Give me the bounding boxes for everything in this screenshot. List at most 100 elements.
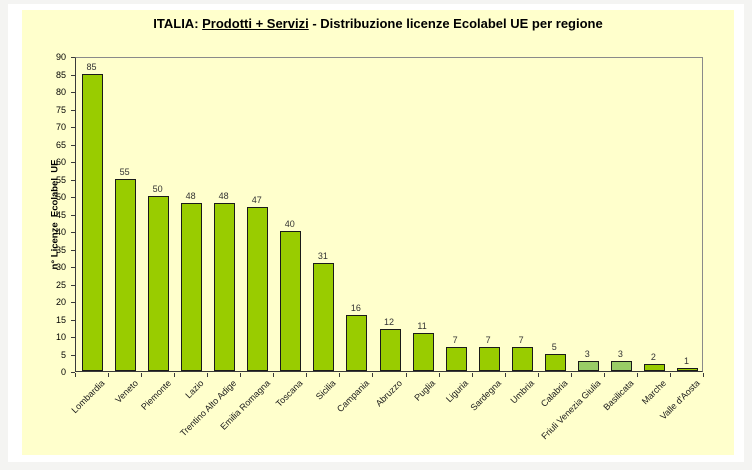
x-tick-mark — [439, 373, 440, 377]
bar-value-label: 5 — [551, 341, 557, 352]
x-tick-mark — [207, 373, 208, 377]
x-category-label: Friuli Venezia Giulia — [539, 378, 603, 442]
bar-abruzzo — [379, 329, 401, 371]
y-tick-mark — [71, 372, 75, 373]
bar-basilicata — [610, 360, 632, 371]
y-tick-label: 80 — [55, 87, 66, 97]
x-tick-mark — [174, 373, 175, 377]
bar-valle-d-aosta — [677, 367, 698, 371]
y-tick-mark — [71, 267, 75, 268]
x-category-label: Liguria — [443, 378, 471, 405]
bar-marche — [643, 364, 665, 371]
x-tick-mark — [538, 373, 539, 377]
x-tick-mark — [372, 373, 373, 377]
y-tick-label: 55 — [55, 174, 66, 185]
y-tick-mark — [71, 109, 75, 111]
y-tick-mark — [71, 354, 75, 356]
x-tick-mark — [339, 373, 340, 377]
y-tick-mark — [71, 197, 75, 198]
x-tick-mark — [703, 373, 704, 377]
bar-value-label: 12 — [383, 317, 394, 327]
bar-emilia-romagna — [247, 206, 269, 371]
chart-title-underlined: Prodotti + Servizi — [202, 16, 309, 31]
chart-background: ITALIA: Prodotti + Servizi - Distribuzio… — [22, 10, 734, 455]
bar-value-label: 3 — [584, 348, 590, 359]
y-tick-mark — [71, 319, 75, 321]
y-tick-mark — [71, 162, 75, 163]
bar-value-label: 85 — [86, 61, 97, 72]
bar-friuli-venezia-giulia — [577, 360, 599, 371]
x-tick-mark — [75, 373, 76, 377]
bar-umbria — [511, 346, 533, 371]
y-tick-mark — [71, 249, 75, 251]
x-tick-mark — [240, 373, 241, 377]
y-tick-mark — [71, 57, 75, 58]
bar-veneto — [115, 178, 137, 371]
chart-title-suffix: - Distribuzione licenze Ecolabel UE per … — [308, 16, 603, 31]
bar-value-label: 48 — [218, 191, 229, 201]
x-category-label: Lombardia — [69, 378, 107, 416]
y-tick-label: 10 — [55, 332, 66, 342]
bar-calabria — [544, 353, 566, 371]
x-tick-mark — [637, 373, 638, 377]
x-category-label: Lazio — [183, 378, 206, 401]
bar-sicilia — [313, 262, 335, 371]
x-category-label: Piemonte — [138, 378, 173, 412]
x-category-label: Sardegna — [468, 378, 504, 413]
bar-value-label: 7 — [485, 334, 491, 345]
x-tick-mark — [472, 373, 473, 377]
y-tick-label: 40 — [55, 227, 66, 237]
y-tick-label: 45 — [55, 209, 66, 220]
bar-value-label: 7 — [452, 334, 458, 345]
plot-area — [75, 57, 703, 372]
x-category-label: Marche — [640, 378, 669, 407]
y-tick-mark — [71, 92, 75, 93]
bar-sardegna — [478, 346, 500, 371]
y-tick-label: 70 — [55, 122, 66, 132]
bar-value-label: 47 — [251, 194, 262, 205]
y-tick-label: 5 — [60, 349, 66, 360]
y-tick-label: 60 — [55, 157, 66, 167]
y-tick-mark — [71, 337, 75, 338]
x-tick-mark — [670, 373, 671, 377]
y-tick-label: 20 — [55, 297, 66, 307]
bar-value-label: 50 — [152, 184, 163, 194]
chart-card: ITALIA: Prodotti + Servizi - Distribuzio… — [8, 4, 744, 462]
y-tick-mark — [71, 302, 75, 303]
y-tick-label: 85 — [55, 69, 66, 80]
y-tick-mark — [71, 127, 75, 128]
bar-value-label: 16 — [350, 303, 361, 313]
y-tick-mark — [71, 144, 75, 146]
x-category-label: Umbria — [508, 378, 537, 406]
x-tick-mark — [306, 373, 307, 377]
y-tick-label: 15 — [55, 314, 66, 325]
x-tick-mark — [571, 373, 572, 377]
y-tick-label: 90 — [55, 52, 66, 62]
x-category-label: Calabria — [538, 378, 570, 409]
bar-value-label: 31 — [317, 250, 328, 261]
x-tick-mark — [406, 373, 407, 377]
x-category-label: Toscana — [274, 378, 305, 409]
x-category-label: Basilicata — [601, 378, 636, 413]
x-tick-mark — [141, 373, 142, 377]
bar-trentino-alto-adige — [214, 203, 236, 371]
bar-value-label: 48 — [185, 191, 196, 201]
bar-value-label: 55 — [119, 166, 130, 177]
y-tick-label: 30 — [55, 262, 66, 272]
y-tick-mark — [71, 284, 75, 286]
bar-value-label: 7 — [518, 334, 524, 345]
chart-title-prefix: ITALIA: — [153, 16, 203, 31]
x-tick-mark — [273, 373, 274, 377]
x-category-label: Campania — [334, 378, 371, 415]
y-tick-label: 50 — [55, 192, 66, 202]
y-tick-label: 0 — [60, 367, 66, 377]
bar-value-label: 3 — [617, 348, 623, 359]
bar-value-label: 2 — [650, 352, 656, 362]
bar-lombardia — [82, 73, 103, 371]
bar-value-label: 40 — [284, 219, 295, 229]
bar-liguria — [445, 346, 467, 371]
chart-title: ITALIA: Prodotti + Servizi - Distribuzio… — [22, 16, 734, 31]
bar-toscana — [280, 231, 302, 371]
x-category-label: Abruzzo — [373, 378, 405, 409]
y-tick-mark — [71, 232, 75, 233]
